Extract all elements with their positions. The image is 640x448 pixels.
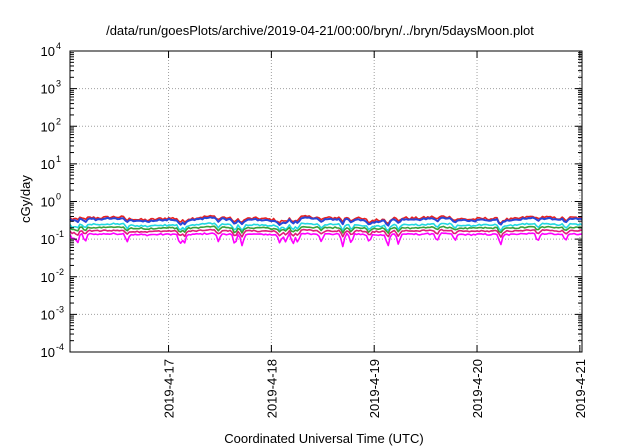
y-tick-exponent: -3 [56,304,64,314]
y-tick-exponent: 4 [56,41,61,51]
y-axis-label: cGy/day [18,175,33,223]
series-line [69,232,583,248]
series-line [69,228,583,238]
grid [70,51,582,352]
y-tick-exponent: 1 [56,154,61,164]
x-axis-label: Coordinated Universal Time (UTC) [224,431,423,446]
series-line [69,222,583,232]
y-tick-exponent: -4 [56,342,64,352]
y-tick-label: 10 [41,157,55,172]
y-tick-label: 10 [41,345,55,360]
y-tick-label: 10 [41,119,55,134]
series-line [69,214,583,225]
series-lines [69,214,583,248]
chart-title: /data/run/goesPlots/archive/2019-04-21/0… [106,23,534,38]
y-tick-label: 10 [41,44,55,59]
x-tick-label: 2019-4-18 [264,359,279,418]
series-line [69,216,583,227]
y-tick-label: 10 [41,82,55,97]
x-tick-labels: 2019-4-17 2019-4-18 2019-4-19 2019-4-20 2019… [162,359,588,418]
y-tick-exponent: 3 [56,79,61,89]
y-tick-exponent: 2 [56,116,61,126]
x-tick-label: 2019-4-17 [162,359,177,418]
x-tick-label: 2019-4-21 [573,359,588,418]
y-tick-label: 10 [41,307,55,322]
x-tick-label: 2019-4-19 [367,359,382,418]
x-tick-label: 2019-4-20 [470,359,485,418]
y-tick-exponent: -2 [56,267,64,277]
y-tick-exponent: 0 [56,192,61,202]
series-line [69,225,583,234]
y-tick-label: 10 [41,270,55,285]
y-tick-label: 10 [41,195,55,210]
axis-ticks [70,50,582,353]
y-tick-label: 10 [41,232,55,247]
y-tick-exponent: -1 [56,229,64,239]
